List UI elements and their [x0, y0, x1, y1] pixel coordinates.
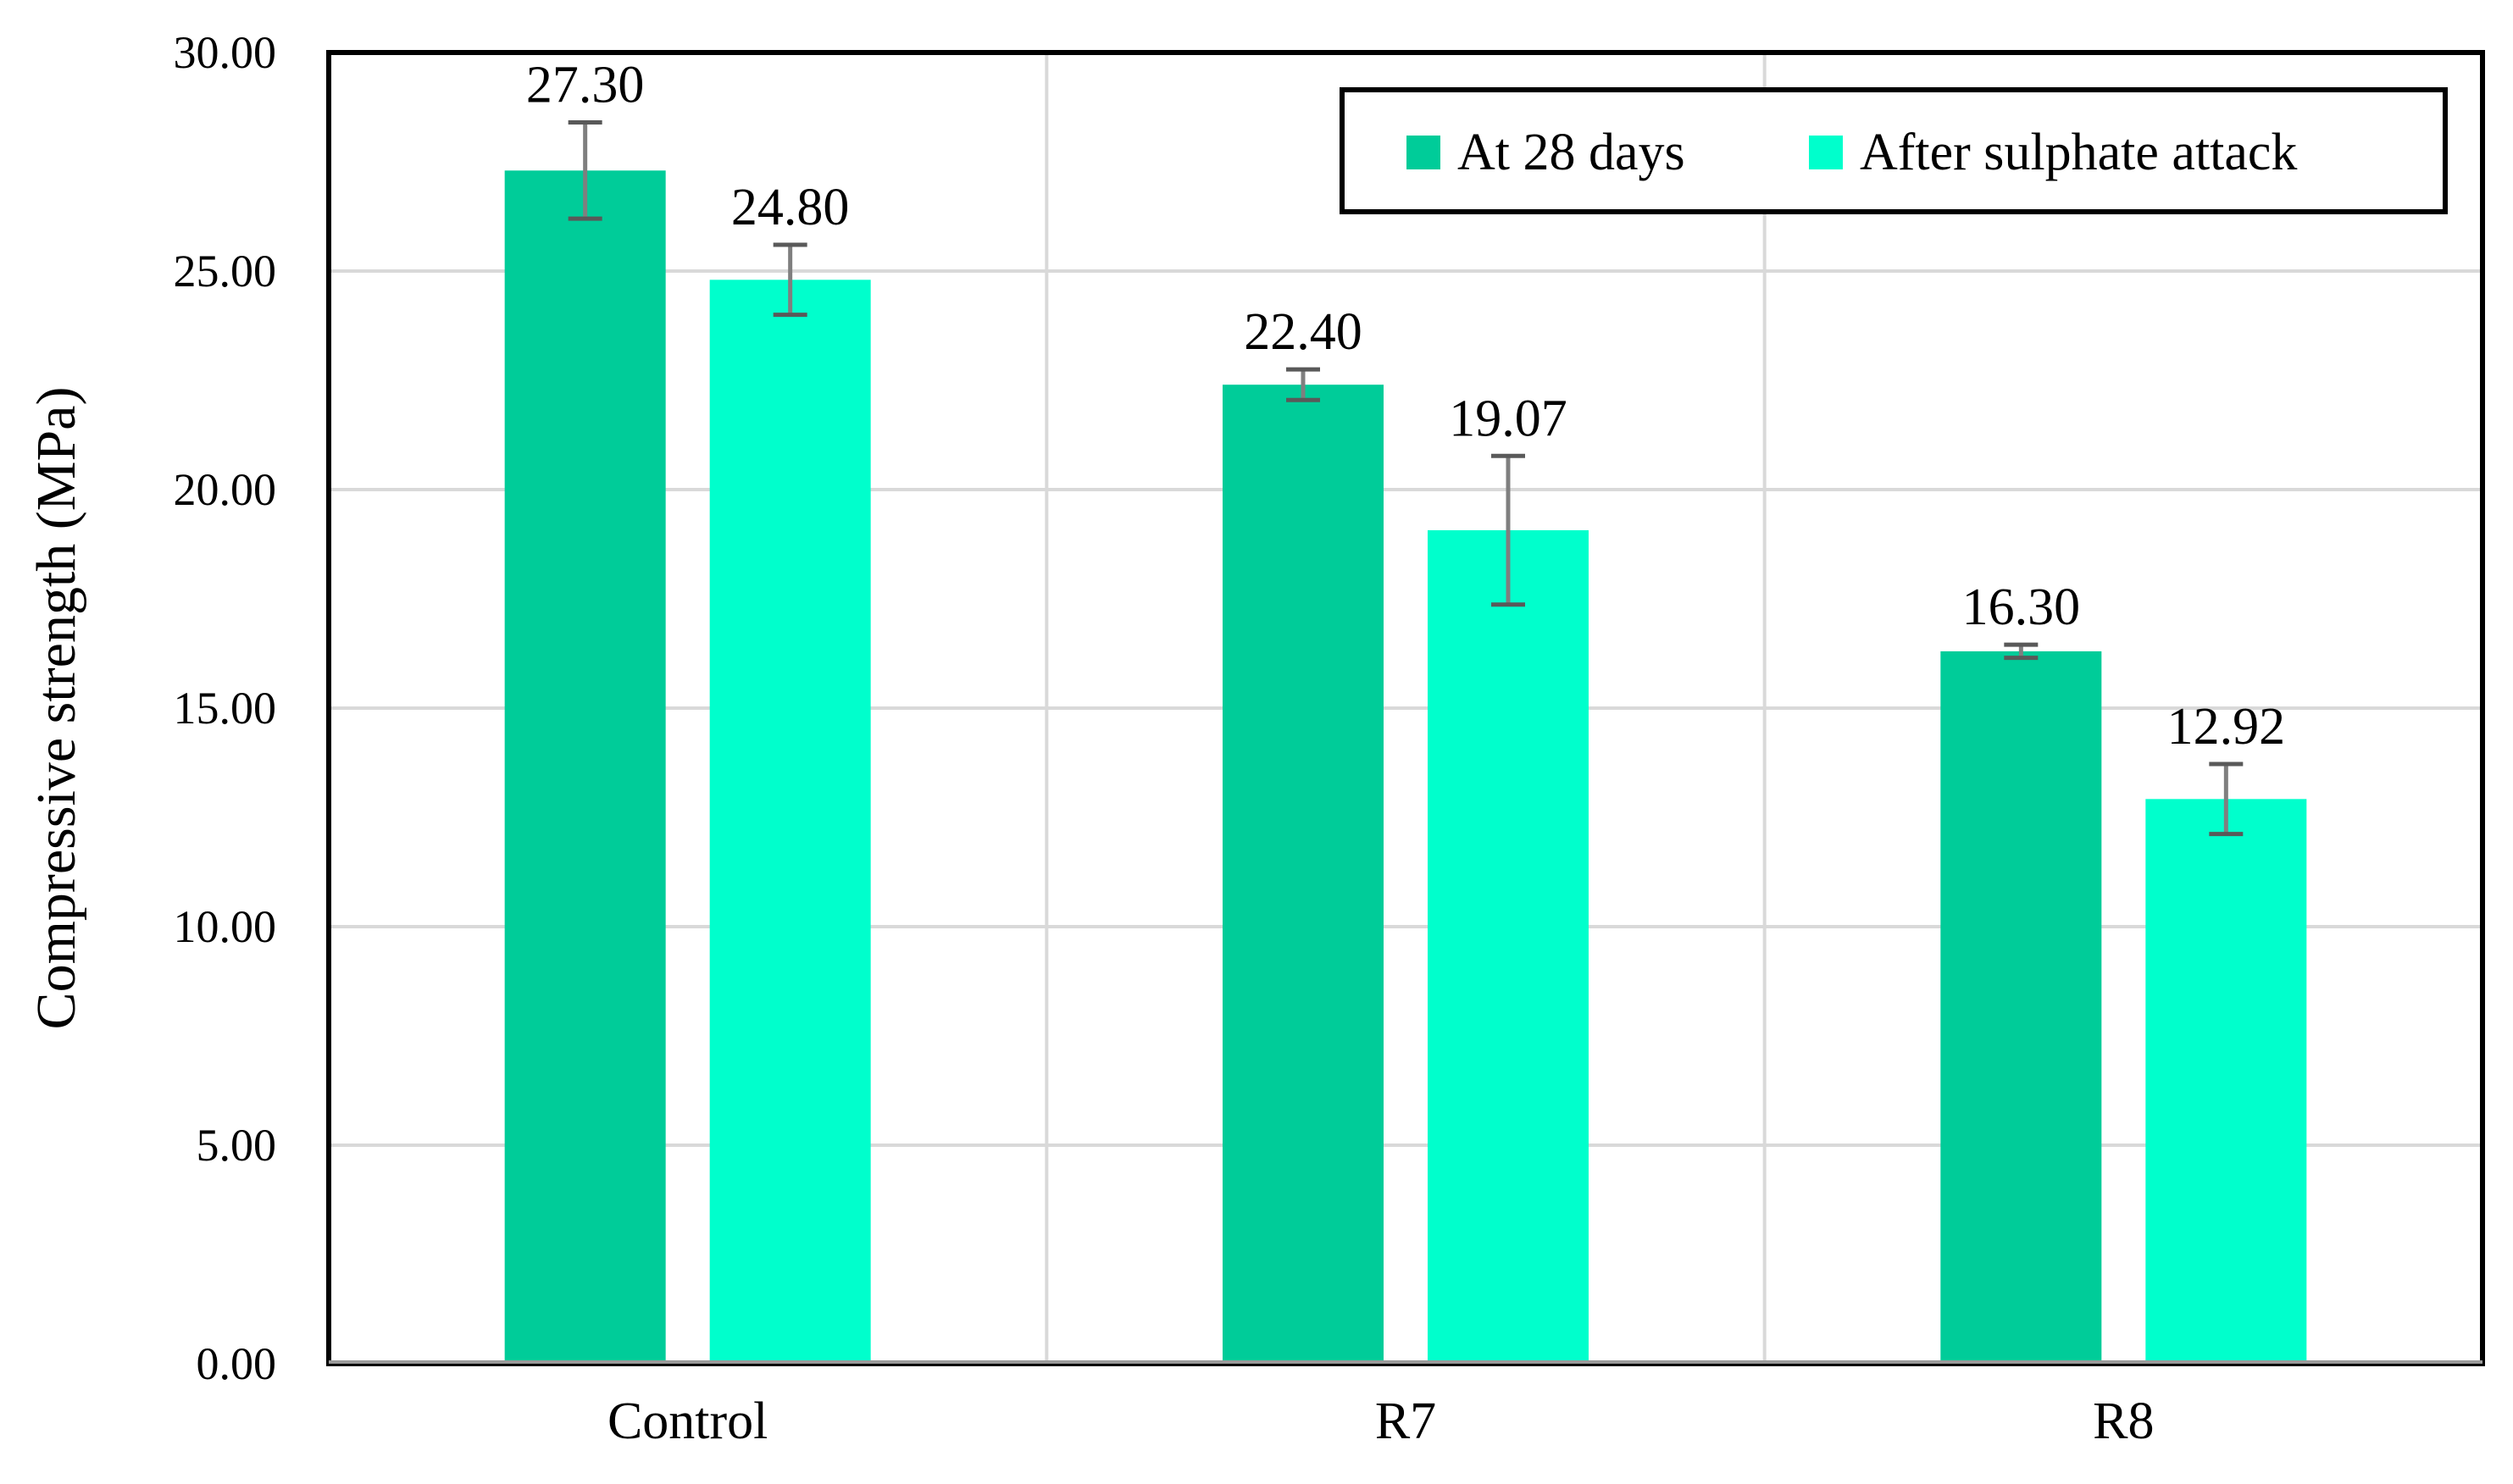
data-label: 27.30: [526, 57, 645, 114]
x-category-label: R8: [2093, 1393, 2154, 1450]
legend-label-at-28-days: At 28 days: [1457, 124, 1685, 181]
y-tick-label: 10.00: [174, 901, 277, 952]
bar: [1940, 651, 2102, 1364]
legend: At 28 days After sulphate attack: [1340, 87, 2448, 214]
x-category-label: R7: [1375, 1393, 1436, 1450]
legend-swatch-after-sulphate-attack: [1809, 136, 1843, 169]
bar: [504, 170, 666, 1364]
legend-box: [1340, 87, 2448, 214]
x-axis-categories: Control R7 R8: [607, 1393, 2155, 1450]
data-label: 24.80: [731, 179, 850, 236]
error-bars: [568, 120, 2244, 837]
y-tick-label: 25.00: [174, 246, 277, 296]
legend-label-after-sulphate-attack: After sulphate attack: [1860, 124, 2297, 181]
y-tick-label: 15.00: [174, 683, 277, 734]
y-tick-label: 20.00: [174, 464, 277, 515]
data-label: 16.30: [1962, 579, 2081, 636]
y-axis-ticks: 0.00 5.00 10.00 15.00 20.00 25.00 30.00: [174, 27, 277, 1389]
data-label: 19.07: [1449, 390, 1567, 447]
y-axis-title: Compressive strength (MPa): [25, 387, 87, 1030]
data-labels: 27.30 22.40 16.30 24.80 19.07 12.92: [526, 57, 2285, 756]
y-tick-label: 0.00: [197, 1338, 277, 1389]
bar: [709, 280, 871, 1364]
bar: [1223, 385, 1384, 1364]
y-tick-label: 30.00: [174, 27, 277, 78]
x-category-label: Control: [607, 1393, 768, 1450]
bars: [504, 170, 2307, 1364]
data-label: 12.92: [2167, 698, 2286, 756]
bar: [1428, 529, 1589, 1364]
y-tick-label: 5.00: [197, 1120, 277, 1171]
data-label: 22.40: [1244, 303, 1362, 361]
legend-swatch-at-28-days: [1406, 136, 1440, 169]
bar: [2145, 799, 2307, 1364]
